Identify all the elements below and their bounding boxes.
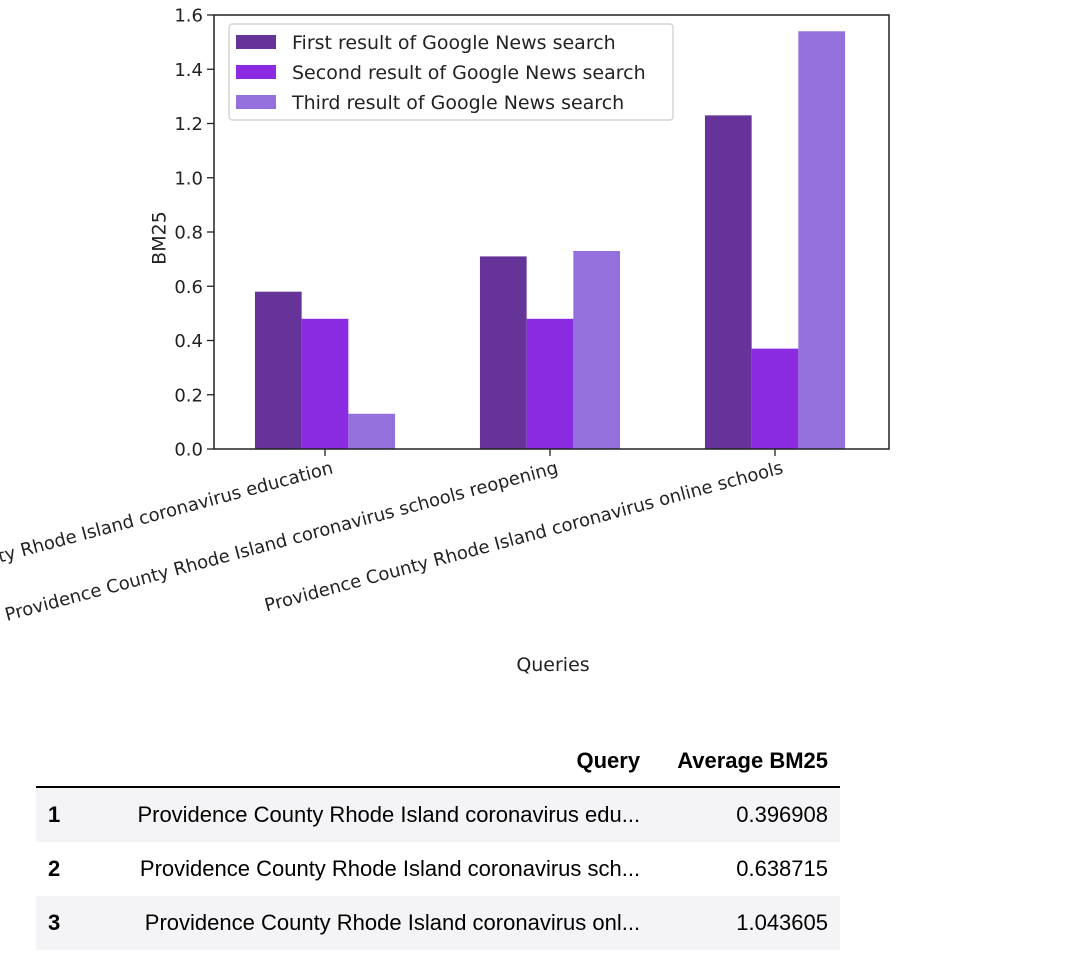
row-average-bm25: 0.638715 xyxy=(736,856,828,881)
query-header: Query xyxy=(576,748,641,773)
bar-2-2 xyxy=(526,318,574,449)
legend-label: Third result of Google News search xyxy=(291,92,624,114)
row-query: Providence County Rhode Island coronavir… xyxy=(137,802,641,827)
bar-3-2 xyxy=(573,250,621,449)
y-tick-label: 0.8 xyxy=(174,223,203,244)
y-tick-label: 1.0 xyxy=(174,168,203,189)
row-query: Providence County Rhode Island coronavir… xyxy=(144,910,641,935)
table-row: 2 Providence County Rhode Island coronav… xyxy=(36,842,840,896)
row-average-bm25: 1.043605 xyxy=(736,910,828,935)
y-tick-label: 1.4 xyxy=(174,60,203,81)
row-query: Providence County Rhode Island coronavir… xyxy=(139,856,641,881)
bar-1-3 xyxy=(704,115,752,450)
legend: First result of Google News search Second… xyxy=(228,23,674,121)
table-header-row: Query Average BM25 xyxy=(36,738,840,787)
row-index: 3 xyxy=(48,910,61,935)
table-row: 1 Providence County Rhode Island coronav… xyxy=(36,787,840,842)
y-axis-title: BM25 xyxy=(149,211,171,265)
index-header xyxy=(36,738,86,787)
y-tick-label: 0.0 xyxy=(174,440,203,461)
x-axis: Providence County Rhode Island coronavir… xyxy=(0,449,785,626)
legend-label: Second result of Google News search xyxy=(292,62,646,84)
y-tick-label: 0.2 xyxy=(174,385,203,406)
row-average-bm25: 0.396908 xyxy=(736,802,828,827)
average-bm25-header: Average BM25 xyxy=(677,748,828,773)
y-tick-label: 1.2 xyxy=(174,114,203,135)
row-index: 2 xyxy=(48,856,61,881)
bars-layer xyxy=(254,31,846,450)
y-tick-label: 1.6 xyxy=(174,6,203,27)
legend-label: First result of Google News search xyxy=(292,32,616,54)
bar-2-1 xyxy=(301,318,349,449)
average-bm25-table: Query Average BM25 1 Providence County R… xyxy=(36,738,840,950)
x-axis-title: Queries xyxy=(516,654,589,676)
bar-2-3 xyxy=(751,348,799,449)
bar-1-2 xyxy=(479,256,527,449)
bar-1-1 xyxy=(254,291,302,449)
bm25-bar-chart: 0.0 0.2 0.4 0.6 0.8 1.0 1.2 1.4 1.6 Providence C… xyxy=(0,6,890,676)
bar-3-1 xyxy=(348,413,396,449)
legend-box xyxy=(228,23,674,121)
y-axis: 0.0 0.2 0.4 0.6 0.8 1.0 1.2 1.4 1.6 xyxy=(174,6,214,461)
y-tick-label: 0.4 xyxy=(174,331,203,352)
table-row: 3 Providence County Rhode Island coronav… xyxy=(36,896,840,950)
row-index: 1 xyxy=(48,802,61,827)
legend-swatch xyxy=(236,35,276,49)
legend-swatch xyxy=(236,95,276,109)
y-tick-label: 0.6 xyxy=(174,277,203,298)
bar-3-3 xyxy=(798,31,846,450)
legend-swatch xyxy=(236,65,276,79)
